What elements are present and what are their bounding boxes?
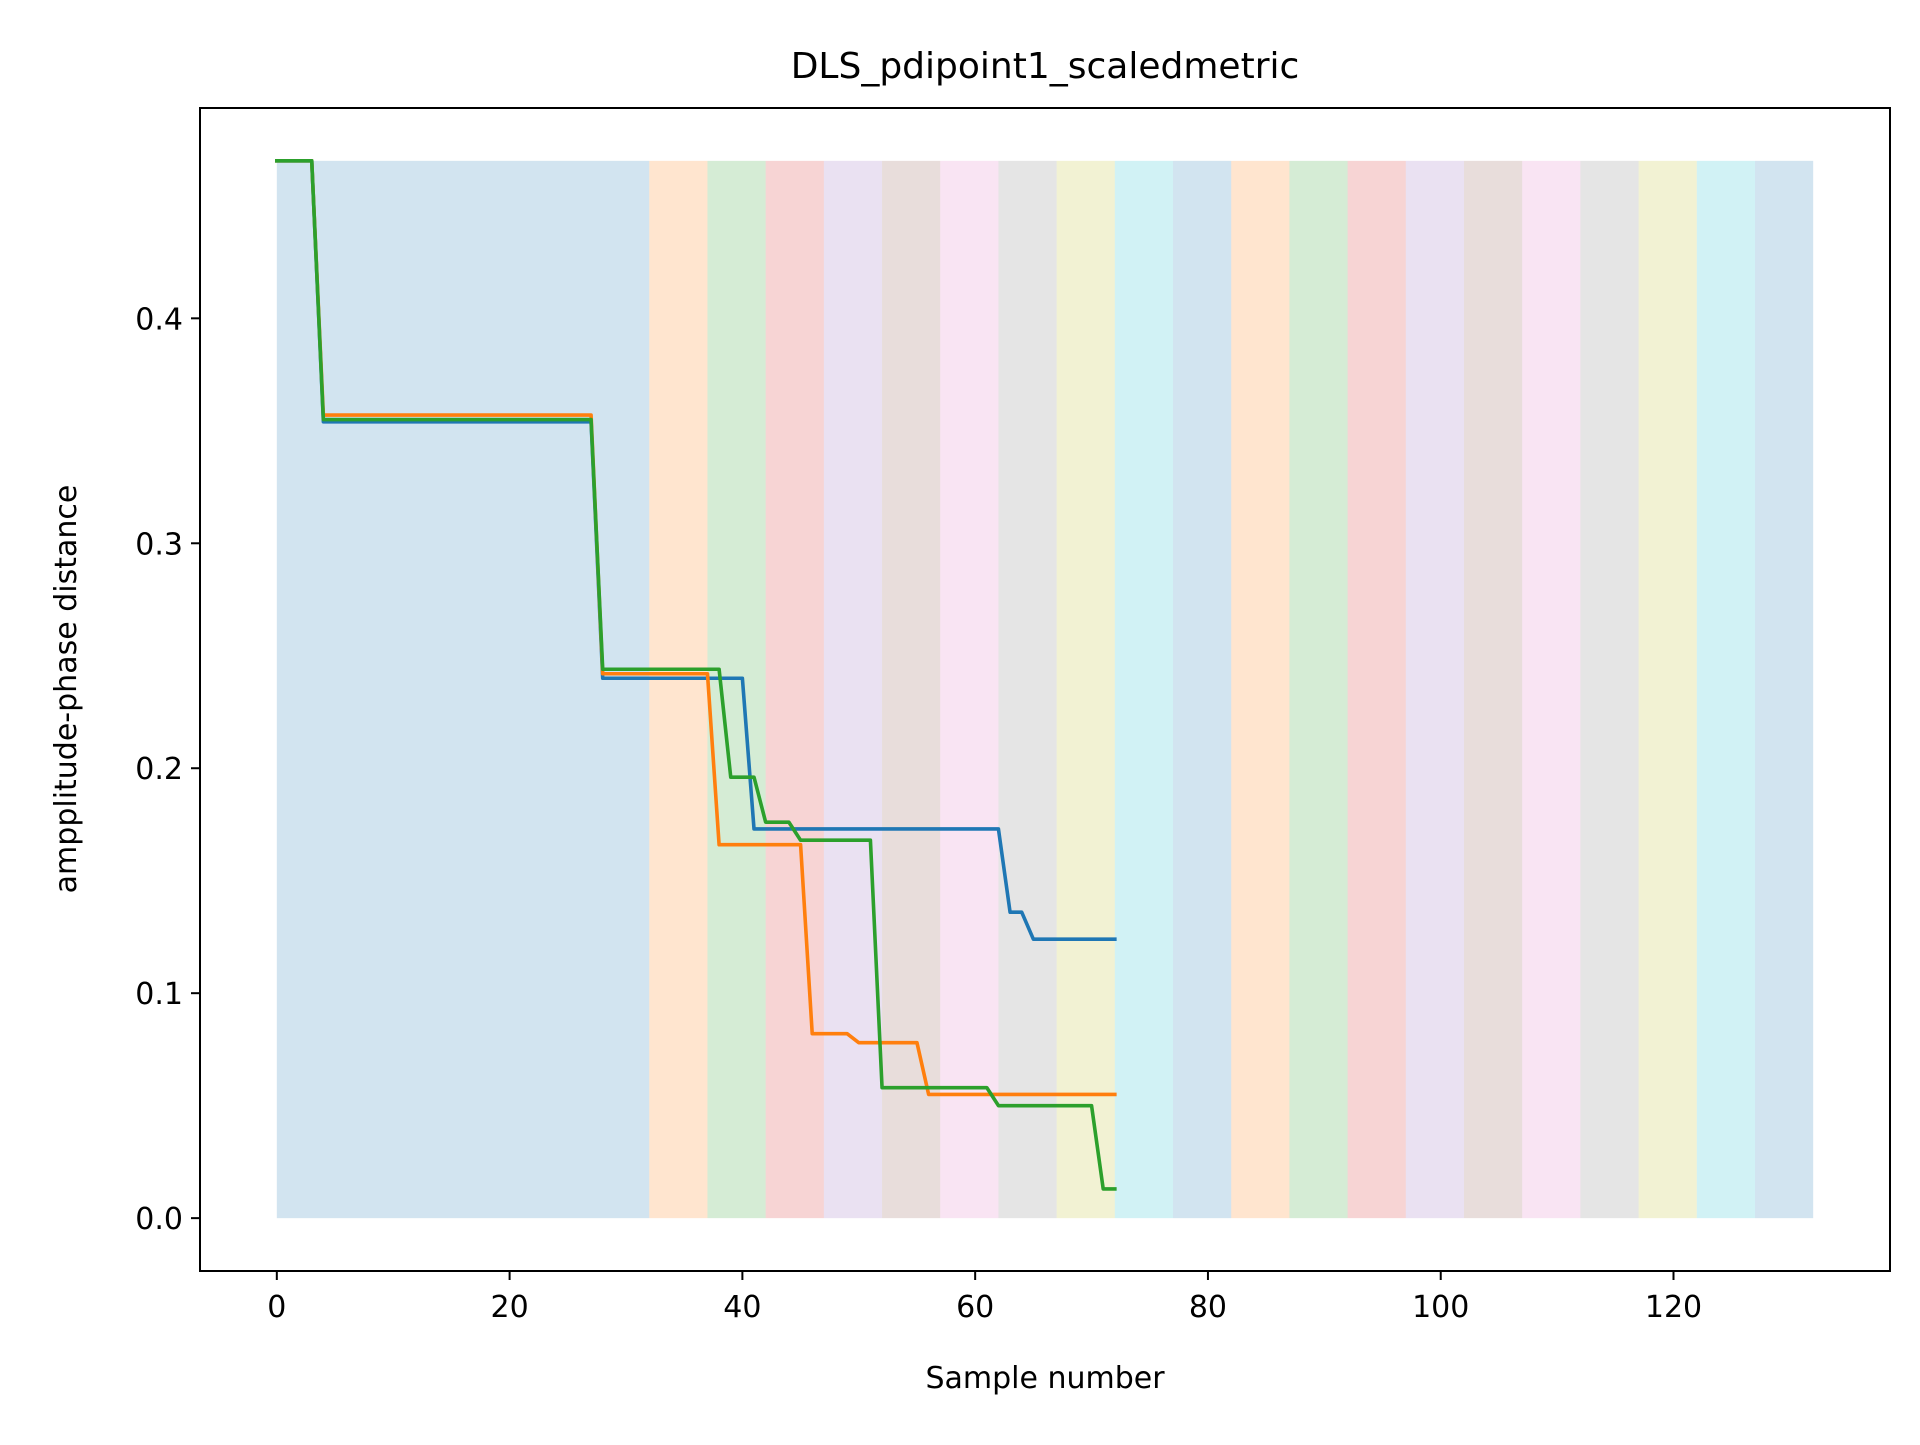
background-band <box>1638 160 1697 1219</box>
y-axis: 0.0 0.1 0.2 0.3 0.4 <box>135 302 200 1237</box>
background-band <box>1696 160 1755 1219</box>
series-lines <box>275 159 1117 1191</box>
background-band <box>765 160 824 1219</box>
x-tick-label: 20 <box>491 1290 529 1325</box>
background-band <box>1580 160 1639 1219</box>
background-band <box>1522 160 1581 1219</box>
background-band <box>823 160 883 1219</box>
y-axis-label: ampplitude-phase distance <box>49 485 84 894</box>
series-line <box>275 159 1117 1097</box>
background-band <box>998 160 1057 1219</box>
background-band <box>882 160 941 1219</box>
x-tick-label: 60 <box>956 1290 994 1325</box>
y-tick-label: 0.1 <box>135 977 183 1012</box>
background-band <box>1056 160 1115 1219</box>
background-band <box>649 160 708 1219</box>
x-tick-label: 40 <box>723 1290 761 1325</box>
y-tick-label: 0.3 <box>135 527 183 562</box>
background-bands <box>276 160 1814 1219</box>
background-band <box>1173 160 1232 1219</box>
y-tick-label: 0.0 <box>135 1202 183 1237</box>
x-tick-label: 120 <box>1645 1290 1702 1325</box>
background-band <box>1347 160 1406 1219</box>
x-axis: 0 20 40 60 80 100 120 <box>267 1271 1702 1325</box>
x-tick-label: 100 <box>1412 1290 1469 1325</box>
background-band <box>1289 160 1348 1219</box>
background-band <box>1464 160 1523 1219</box>
background-band <box>1405 160 1465 1219</box>
x-axis-label: Sample number <box>925 1361 1165 1396</box>
background-band <box>276 160 650 1219</box>
y-tick-label: 0.2 <box>135 752 183 787</box>
background-band <box>1114 160 1174 1219</box>
plot-frame <box>199 107 1891 1272</box>
x-tick-label: 0 <box>267 1290 286 1325</box>
background-band <box>707 160 766 1219</box>
background-band <box>1754 160 1814 1219</box>
series-line <box>275 159 1117 1191</box>
x-tick-label: 80 <box>1189 1290 1227 1325</box>
chart-title: DLS_pdipoint1_scaledmetric <box>791 46 1300 87</box>
y-tick-label: 0.4 <box>135 302 183 337</box>
background-band <box>940 160 999 1219</box>
background-band <box>1231 160 1290 1219</box>
